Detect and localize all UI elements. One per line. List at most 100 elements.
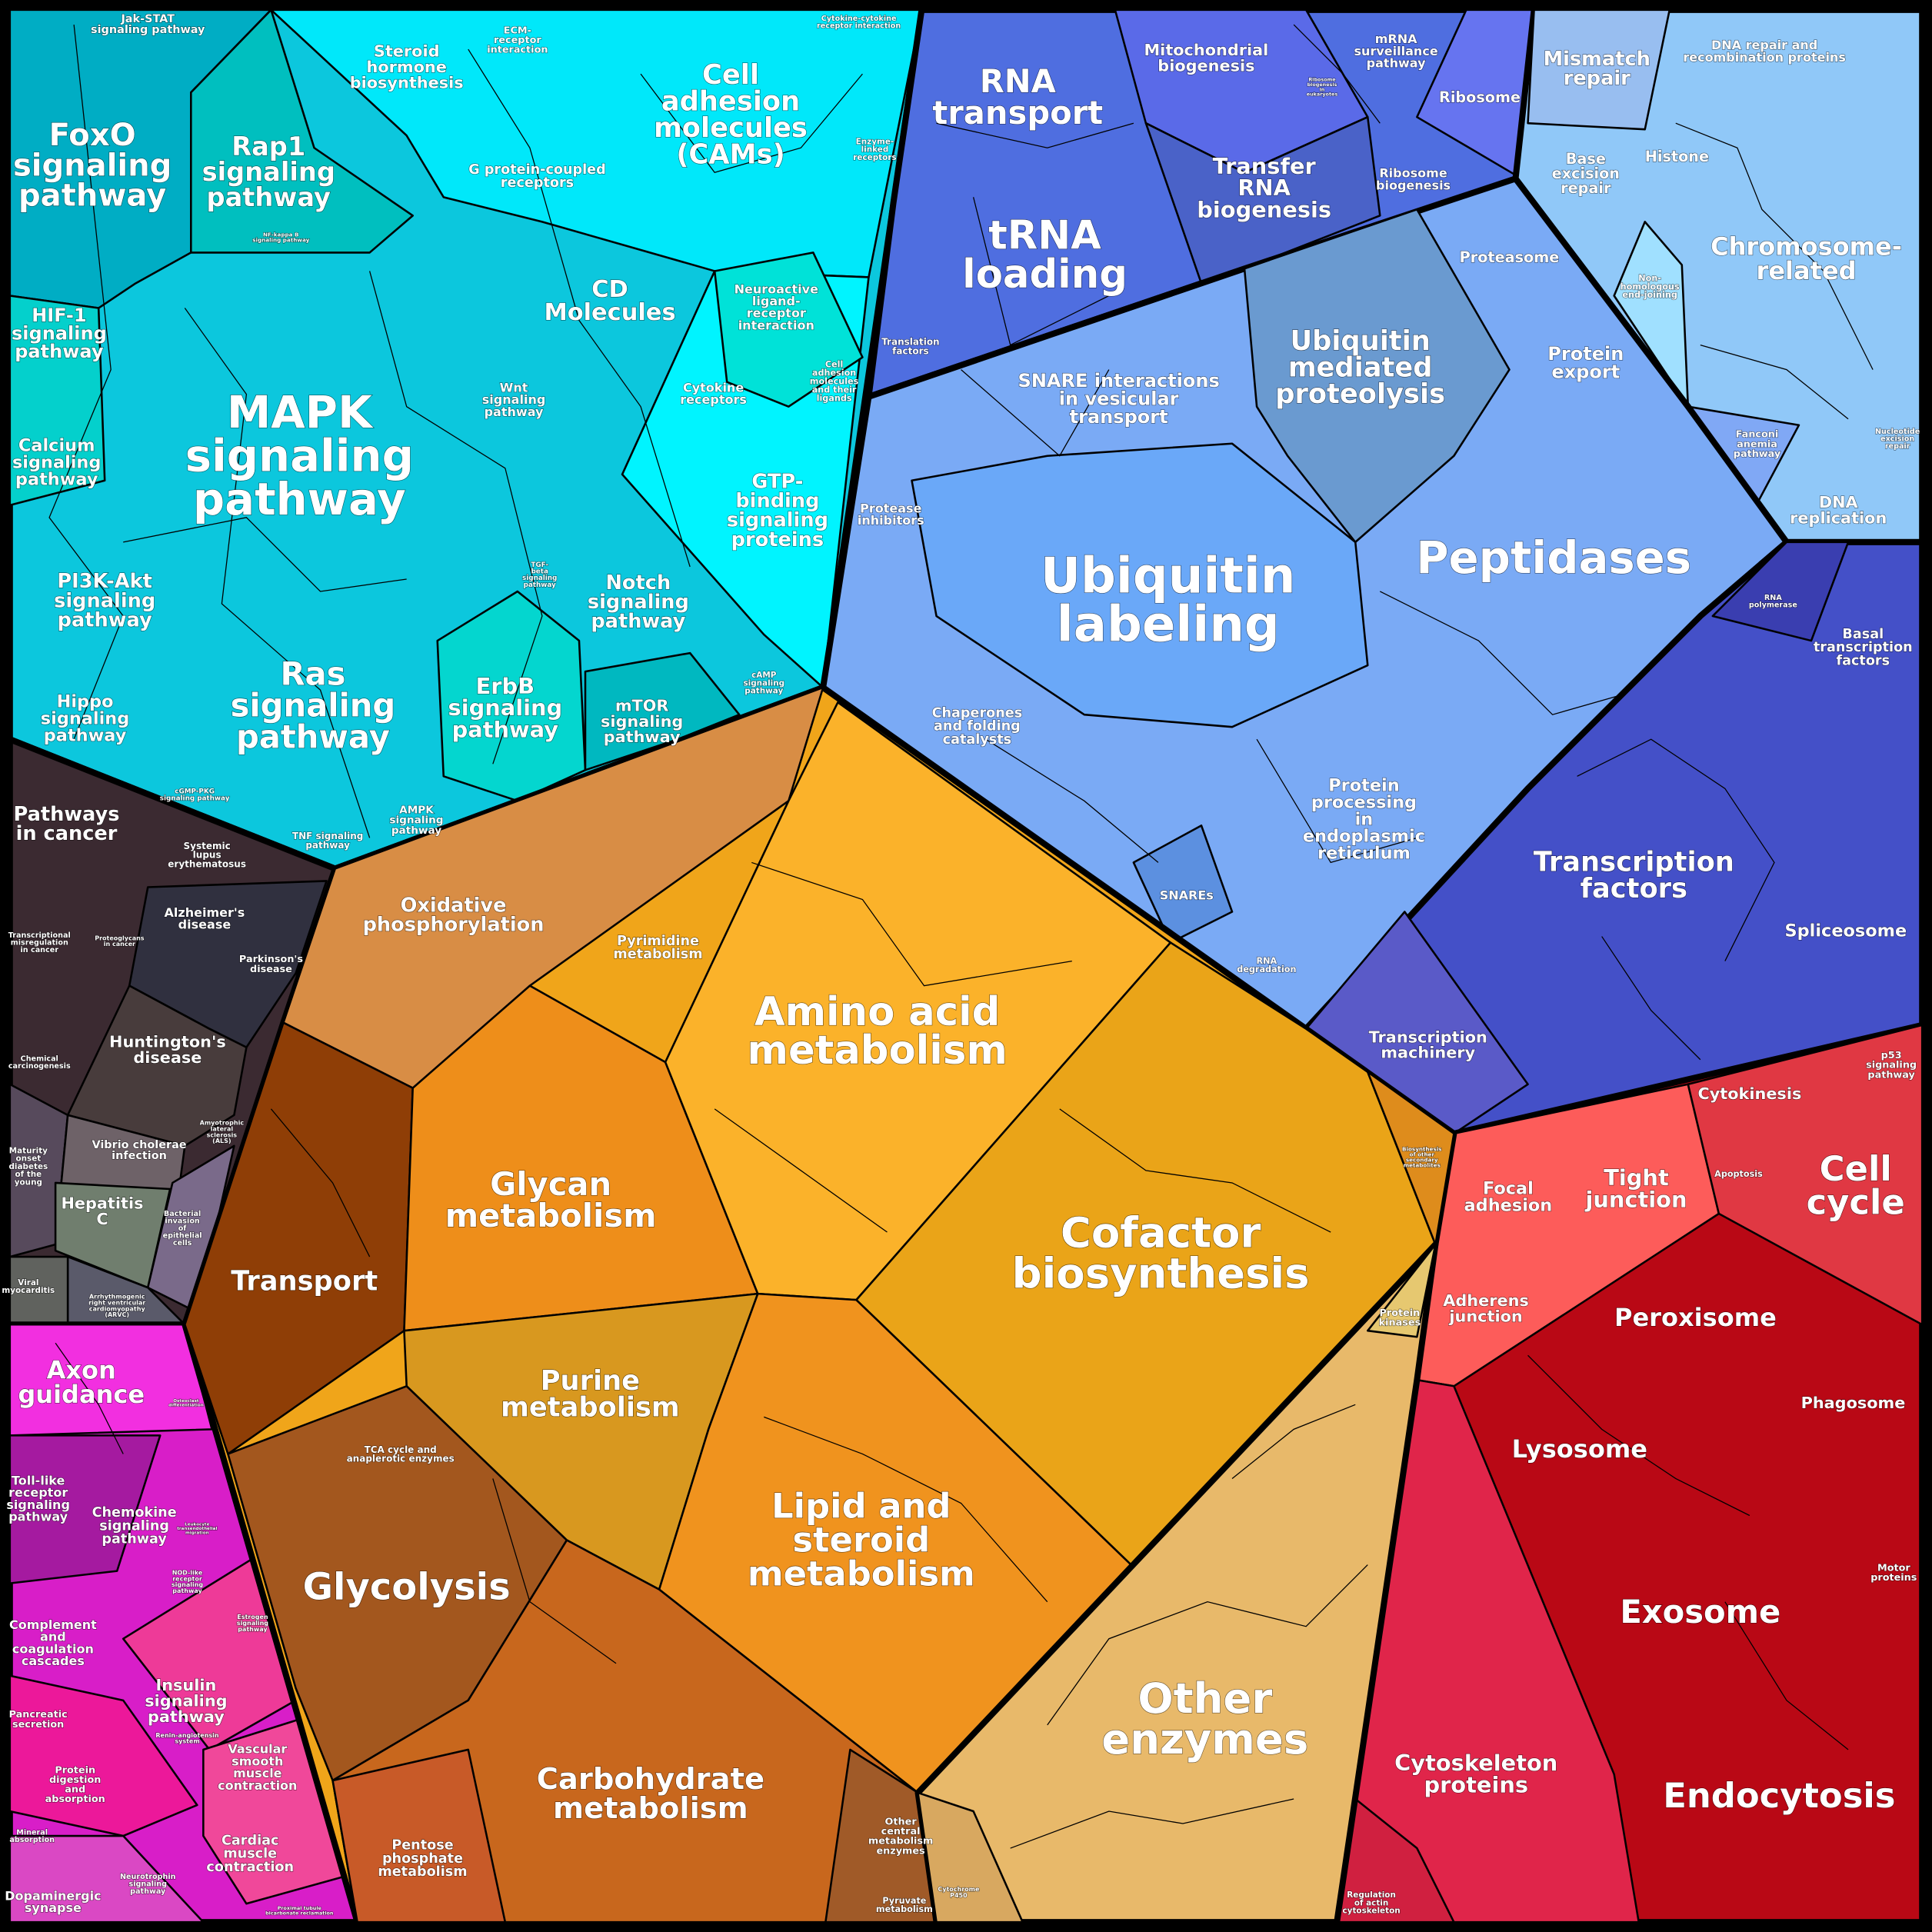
label-als[interactable]: Amyotrophic lateral sclerosis (ALS) [199, 1119, 245, 1145]
label-ras[interactable]: Ras signaling pathway [230, 655, 396, 756]
label-ribosome[interactable]: Ribosome [1438, 88, 1521, 106]
label-cytochrome-p450[interactable]: Cytochrome P450 [938, 1885, 981, 1899]
label-tnf[interactable]: TNF signaling pathway [291, 830, 364, 851]
label-chaperones[interactable]: Chaperones and folding catalysts [931, 705, 1023, 748]
label-ribosome-biogenesis-euk[interactable]: Ribosome biogenesis in eukaryotes [1306, 76, 1338, 98]
label-osteoclast[interactable]: Osteoclast differentiation [168, 1398, 204, 1408]
label-cytoskeleton[interactable]: Cytoskeleton proteins [1394, 1749, 1558, 1798]
label-sle[interactable]: Systemic lupus erythematosus [168, 840, 247, 870]
label-pentose-phosphate[interactable]: Pentose phosphate metabolism [378, 1837, 468, 1880]
label-erbb[interactable]: ErbB signaling pathway [448, 672, 563, 743]
label-adherens-junction[interactable]: Adherens junction [1443, 1291, 1530, 1327]
label-ubiquitin-labeling[interactable]: Ubiquitin labeling [1040, 548, 1296, 654]
label-mrna-surveillance[interactable]: mRNA surveillance pathway [1354, 31, 1439, 71]
label-rna-polymerase[interactable]: RNA polymerase [1748, 594, 1798, 611]
label-spliceosome[interactable]: Spliceosome [1784, 921, 1907, 941]
label-exosome[interactable]: Exosome [1620, 1592, 1781, 1631]
label-vascular[interactable]: Vascular smooth muscle contraction [218, 1741, 298, 1793]
label-arvc[interactable]: Arrhythmogenic right ventricular cardiomyo… [88, 1293, 147, 1319]
label-misregulation[interactable]: Transcriptional misregulation in cancer [8, 931, 71, 955]
label-neuroactive[interactable]: Neuroactive ligand-receptor interaction [734, 281, 819, 333]
label-nod-like[interactable]: NOD-like receptor signaling pathway [171, 1569, 204, 1595]
label-translation-factors[interactable]: Translation factors [881, 336, 941, 357]
label-protein-export[interactable]: Protein export [1547, 342, 1624, 383]
label-cytokine-cytokine[interactable]: Cytokine-cytokine receptor interaction [816, 15, 901, 32]
label-cytokinesis[interactable]: Cytokinesis [1697, 1084, 1802, 1103]
label-hif1[interactable]: HIF-1 signaling pathway [11, 304, 107, 362]
label-p53[interactable]: p53 signaling pathway [1866, 1050, 1917, 1081]
label-secondary-metabolites[interactable]: Biosynthesis of other secondary metabolites [1401, 1145, 1442, 1169]
label-basal-tf[interactable]: Basal transcription factors [1813, 626, 1913, 669]
label-nucleotide-excision[interactable]: Nucleotide excision repair [1874, 427, 1920, 451]
label-motor-proteins[interactable]: Motor proteins [1870, 1562, 1918, 1584]
label-endocytosis[interactable]: Endocytosis [1663, 1775, 1897, 1817]
label-dopaminergic[interactable]: Dopaminergic synapse [5, 1888, 102, 1916]
label-base-excision[interactable]: Base excision repair [1551, 149, 1621, 197]
label-proteoglycans[interactable]: Proteoglycans in cancer [95, 934, 145, 948]
label-pathways-cancer[interactable]: Pathways in cancer [13, 802, 120, 845]
label-protease-inhibitors[interactable]: Protease inhibitors [857, 501, 924, 528]
label-dna-repair[interactable]: DNA repair and recombination proteins [1683, 37, 1847, 65]
label-cell-cycle[interactable]: Cell cycle [1806, 1148, 1905, 1223]
label-leukocyte[interactable]: Leukocyte transendothelial migration [177, 1522, 218, 1536]
label-glycolysis[interactable]: Glycolysis [302, 1565, 511, 1609]
label-snares[interactable]: SNAREs [1159, 888, 1214, 903]
label-calcium[interactable]: Calcium signaling pathway [12, 435, 102, 490]
label-foxo[interactable]: FoxO signaling pathway [12, 117, 172, 214]
label-transcription-machinery[interactable]: Transcription machinery [1368, 1028, 1488, 1063]
label-regulation-actin[interactable]: Regulation of actin cytoskeleton [1342, 1890, 1401, 1917]
label-parkinson[interactable]: Parkinson's disease [238, 954, 304, 976]
label-hippo[interactable]: Hippo signaling pathway [40, 691, 130, 746]
label-tight-junction[interactable]: Tight junction [1584, 1164, 1687, 1214]
label-mismatch-repair[interactable]: Mismatch repair [1543, 47, 1651, 90]
label-fanconi[interactable]: Fanconi anemia pathway [1733, 428, 1781, 460]
label-proteasome[interactable]: Proteasome [1459, 248, 1560, 267]
label-ubiquitin-mediated[interactable]: Ubiquitin mediated proteolysis [1275, 325, 1446, 410]
label-gpcr[interactable]: G protein-coupled receptors [468, 162, 607, 192]
label-chromosome[interactable]: Chromosome-related [1710, 232, 1902, 286]
label-lipid-steroid[interactable]: Lipid and steroid metabolism [747, 1485, 975, 1594]
label-huntington[interactable]: Huntington's disease [108, 1032, 226, 1068]
label-snare-interactions[interactable]: SNARE interactions in vesicular transport [1018, 369, 1221, 428]
label-cytokine-receptors[interactable]: Cytokine receptors [680, 380, 748, 408]
label-mapk[interactable]: MAPK signaling pathway [185, 385, 414, 525]
label-protein-digestion[interactable]: Protein digestion and absorption [45, 1764, 105, 1806]
label-complement[interactable]: Complement and coagulation cascades [8, 1617, 97, 1668]
label-focal-adhesion[interactable]: Focal adhesion [1464, 1178, 1553, 1216]
label-mody[interactable]: Maturity onset diabetes of the young [8, 1146, 48, 1188]
label-chemokine[interactable]: Chemokine signaling pathway [92, 1504, 177, 1547]
label-pyruvate[interactable]: Pyruvate metabolism [875, 1896, 933, 1915]
label-alzheimer[interactable]: Alzheimer's disease [164, 904, 245, 932]
label-cardiac[interactable]: Cardiac muscle contraction [206, 1833, 295, 1876]
label-ecm[interactable]: ECM-receptor interaction [487, 25, 549, 56]
label-carbohydrate[interactable]: Carbohydrate metabolism [536, 1762, 765, 1827]
label-ampk[interactable]: AMPK signaling pathway [389, 804, 444, 838]
label-rna-degradation[interactable]: RNA degradation [1237, 955, 1297, 974]
label-phagosome[interactable]: Phagosome [1800, 1393, 1906, 1412]
label-cgmp[interactable]: cGMP-PKG signaling pathway [159, 788, 230, 803]
label-apoptosis[interactable]: Apoptosis [1714, 1168, 1764, 1179]
label-nhej[interactable]: Non-homologous end-joining [1620, 273, 1681, 301]
label-renin[interactable]: Renin-angiotensin system [155, 1731, 220, 1745]
label-oxidative-phosphorylation[interactable]: Oxidative phosphorylation [362, 894, 545, 937]
label-neurotrophin[interactable]: Neurotrophin signaling pathway [119, 1872, 176, 1896]
label-enzyme-linked[interactable]: Enzyme-linked receptors [853, 137, 898, 163]
label-estrogen[interactable]: Estrogen signaling pathway [236, 1613, 269, 1633]
label-tgf[interactable]: TGF-beta signaling pathway [521, 561, 558, 589]
label-axon-guidance[interactable]: Axon guidance [18, 1355, 145, 1410]
label-pi3k[interactable]: PI3K-Akt signaling pathway [53, 570, 155, 633]
label-transport[interactable]: Transport [231, 1265, 378, 1297]
label-mineral[interactable]: Mineral absorption [9, 1828, 55, 1845]
label-rna-transport[interactable]: RNA transport [932, 62, 1104, 132]
label-wnt[interactable]: Wnt signaling pathway [481, 380, 546, 420]
label-purine[interactable]: Purine metabolism [500, 1364, 680, 1424]
label-pancreatic[interactable]: Pancreatic secretion [8, 1709, 68, 1731]
label-toll-like[interactable]: Toll-like receptor signaling pathway [6, 1473, 71, 1524]
label-insulin[interactable]: Insulin signaling pathway [145, 1675, 228, 1726]
label-camp[interactable]: cAMP signaling pathway [743, 670, 785, 696]
label-chemical-carcinogenesis[interactable]: Chemical carcinogenesis [8, 1054, 71, 1071]
label-jak-stat[interactable]: Jak-STAT signaling pathway [90, 12, 205, 36]
label-transcription-factors[interactable]: Transcription factors [1533, 846, 1734, 905]
label-cd-molecules[interactable]: CD Molecules [544, 275, 676, 326]
